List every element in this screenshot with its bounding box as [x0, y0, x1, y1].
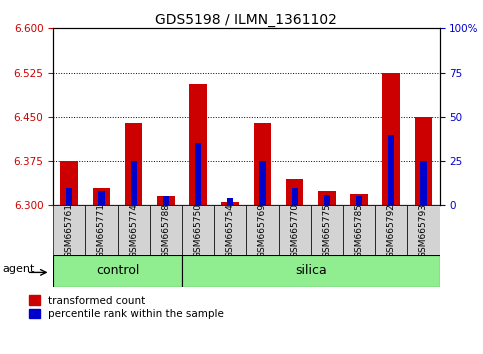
Text: GSM665793: GSM665793	[419, 202, 428, 258]
Text: control: control	[96, 264, 139, 277]
Bar	[182, 205, 214, 255]
Bar	[182, 255, 440, 287]
Bar	[150, 205, 182, 255]
Bar	[189, 84, 207, 205]
Bar	[60, 161, 78, 205]
Text: GSM665770: GSM665770	[290, 202, 299, 258]
Bar	[117, 205, 150, 255]
Text: GSM665771: GSM665771	[97, 202, 106, 258]
Bar	[414, 117, 432, 205]
Text: GSM665754: GSM665754	[226, 202, 235, 258]
Bar	[343, 205, 375, 255]
Text: GSM665775: GSM665775	[322, 202, 331, 258]
Text: silica: silica	[295, 264, 327, 277]
Bar	[279, 205, 311, 255]
Text: GSM665761: GSM665761	[65, 202, 74, 258]
Text: GSM665769: GSM665769	[258, 202, 267, 258]
Bar	[420, 161, 426, 205]
Bar	[356, 196, 362, 205]
Bar	[125, 123, 142, 205]
Bar	[93, 188, 110, 205]
Bar	[318, 190, 336, 205]
Bar	[383, 73, 400, 205]
Bar	[66, 188, 72, 205]
Bar	[221, 202, 239, 205]
Bar	[99, 191, 104, 205]
Bar	[246, 205, 279, 255]
Text: agent: agent	[3, 264, 35, 274]
Bar	[286, 179, 303, 205]
Legend: transformed count, percentile rank within the sample: transformed count, percentile rank withi…	[29, 296, 224, 319]
Bar	[157, 196, 175, 205]
Bar	[324, 195, 330, 205]
Bar	[407, 205, 440, 255]
Title: GDS5198 / ILMN_1361102: GDS5198 / ILMN_1361102	[156, 13, 337, 27]
Bar	[292, 188, 298, 205]
Bar	[53, 255, 182, 287]
Text: GSM665750: GSM665750	[194, 202, 202, 258]
Text: GSM665774: GSM665774	[129, 202, 138, 258]
Bar	[227, 198, 233, 205]
Bar	[311, 205, 343, 255]
Text: GSM665792: GSM665792	[387, 202, 396, 258]
Text: GSM665785: GSM665785	[355, 202, 364, 258]
Bar	[259, 161, 266, 205]
Bar	[350, 194, 368, 205]
Bar	[214, 205, 246, 255]
Bar	[388, 135, 394, 205]
Bar	[254, 123, 271, 205]
Bar	[195, 143, 201, 205]
Bar	[163, 196, 169, 205]
Bar	[130, 161, 137, 205]
Bar	[375, 205, 407, 255]
Bar	[53, 205, 85, 255]
Text: GSM665788: GSM665788	[161, 202, 170, 258]
Bar	[85, 205, 117, 255]
